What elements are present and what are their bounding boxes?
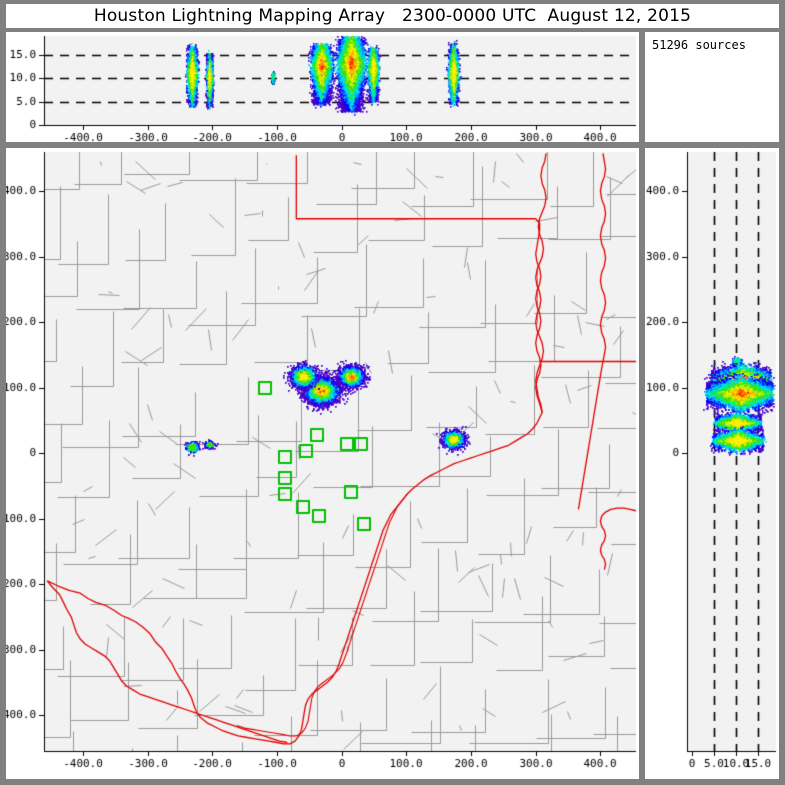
plan-view-map-plot[interactable] <box>6 148 639 779</box>
title-bar: Houston Lightning Mapping Array 2300-000… <box>6 4 779 28</box>
plan-view-map-panel <box>6 148 639 779</box>
north-south-vs-altitude-plot <box>645 148 779 779</box>
sources-count-label: 51296 sources <box>652 38 746 52</box>
north-south-vs-altitude-panel <box>645 148 779 779</box>
altitude-vs-east-west-panel <box>6 32 639 142</box>
page-title: Houston Lightning Mapping Array 2300-000… <box>93 6 692 26</box>
altitude-vs-east-west-plot <box>6 32 639 142</box>
sources-count-panel: 51296 sources <box>645 32 779 142</box>
